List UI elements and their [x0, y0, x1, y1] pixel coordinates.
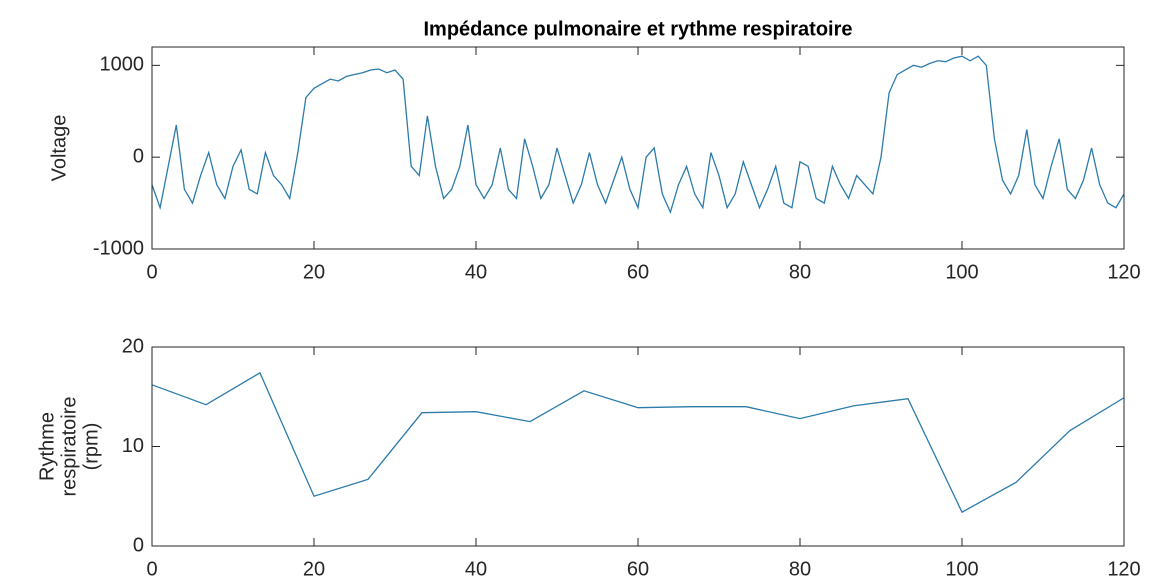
x-tick-label: 120	[1107, 558, 1140, 580]
x-tick-label: 60	[627, 558, 649, 580]
y-tick-label: -1000	[93, 237, 144, 259]
x-tick-label: 60	[627, 261, 649, 283]
x-tick-label: 40	[465, 261, 487, 283]
x-tick-label: 120	[1107, 261, 1140, 283]
y-tick-label: 0	[133, 145, 144, 167]
axes-box	[151, 346, 1125, 547]
axes-box	[151, 46, 1125, 250]
y-tick-label: 20	[122, 335, 144, 357]
data-line	[151, 55, 1125, 215]
x-tick-label: 80	[789, 558, 811, 580]
y-axis-label: respiratoire	[58, 396, 80, 496]
data-line	[151, 371, 1125, 514]
x-tick-label: 100	[945, 558, 978, 580]
x-tick-label: 100	[945, 261, 978, 283]
y-axis-label: Rythme	[36, 412, 58, 481]
y-tick-label: 0	[133, 534, 144, 556]
x-tick-label: 40	[465, 558, 487, 580]
y-tick-label: 1000	[100, 54, 145, 76]
y-axis-label: Voltage	[48, 115, 70, 182]
chart-title: Impédance pulmonaire et rythme respirato…	[423, 18, 852, 40]
y-axis-label: (rpm)	[80, 423, 102, 471]
x-tick-label: 20	[303, 558, 325, 580]
x-tick-label: 0	[146, 261, 157, 283]
x-tick-label: 20	[303, 261, 325, 283]
x-tick-label: 0	[146, 558, 157, 580]
y-tick-label: 10	[122, 435, 144, 457]
x-tick-label: 80	[789, 261, 811, 283]
